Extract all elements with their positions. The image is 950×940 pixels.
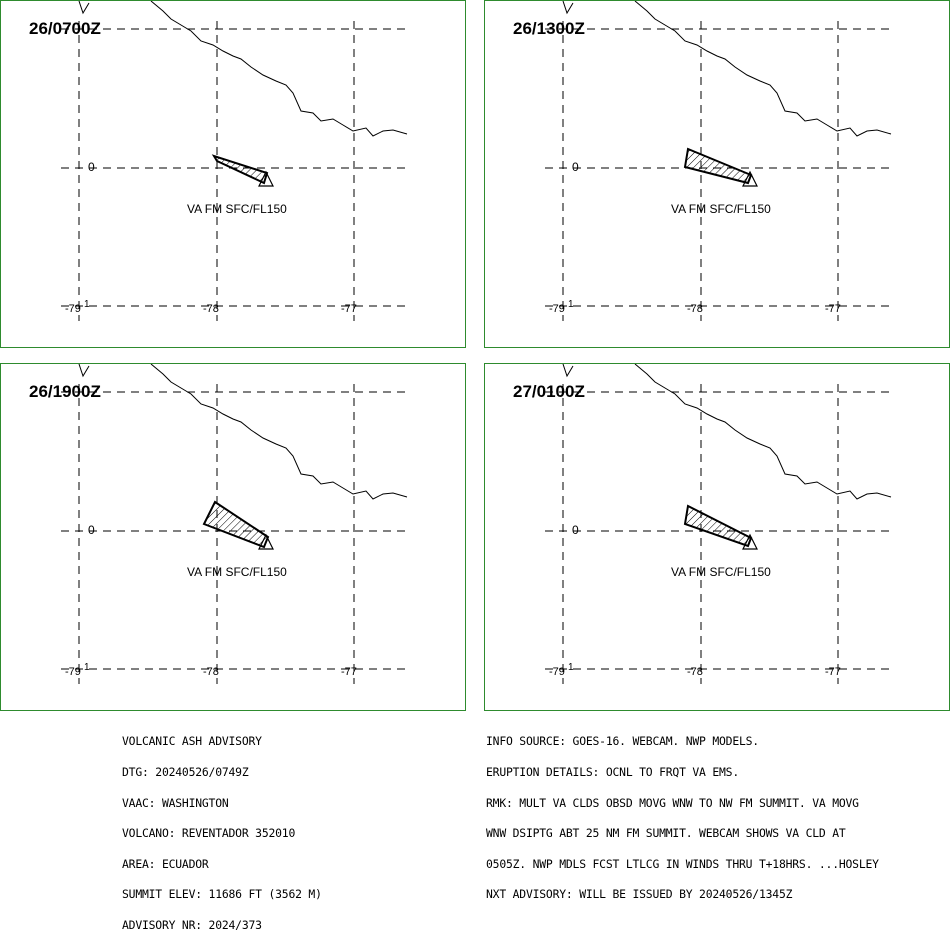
small-mark: 1 xyxy=(568,299,574,310)
va-label: VA FM SFC/FL150 xyxy=(187,202,287,216)
longitude-label: -78 xyxy=(203,303,219,315)
va-label: VA FM SFC/FL150 xyxy=(187,565,287,579)
advisory-line: DTG: 20240526/0749Z xyxy=(122,765,249,780)
advisory-right-text: INFO SOURCE: GOES-16. WEBCAM. NWP MODELS… xyxy=(486,716,879,910)
va-label: VA FM SFC/FL150 xyxy=(671,202,771,216)
map-graphic xyxy=(545,364,892,684)
advisory-line: VOLCANIC ASH ADVISORY xyxy=(122,734,262,749)
latitude-label: 0 xyxy=(572,160,579,174)
small-mark: 1 xyxy=(568,662,574,673)
latitude-label: 0 xyxy=(88,160,95,174)
advisory-line: RMK: MULT VA CLDS OBSD MOVG WNW TO NW FM… xyxy=(486,795,859,810)
latitude-label: 0 xyxy=(572,523,579,537)
map-panel-2: 26/1300Z 0 VA FM SFC/FL150 -79 1 -78 -77 xyxy=(484,0,950,348)
small-mark: 1 xyxy=(84,662,90,673)
advisory-left-text: VOLCANIC ASH ADVISORY DTG: 20240526/0749… xyxy=(122,716,322,940)
advisory-line: SUMMIT ELEV: 11686 FT (3562 M) xyxy=(122,887,322,902)
latitude-label: 0 xyxy=(88,523,95,537)
small-mark: 1 xyxy=(84,299,90,310)
longitude-label: -78 xyxy=(687,303,703,315)
map-graphic xyxy=(61,1,408,321)
longitude-label: -77 xyxy=(825,303,841,315)
va-label: VA FM SFC/FL150 xyxy=(671,565,771,579)
longitude-label: -78 xyxy=(687,666,703,678)
map-panel-3: 26/1900Z 0 VA FM SFC/FL150 -79 1 -78 -77 xyxy=(0,363,466,711)
advisory-line: ERUPTION DETAILS: OCNL TO FRQT VA EMS. xyxy=(486,765,739,780)
map-graphic xyxy=(61,364,408,684)
longitude-label: -79 xyxy=(549,666,565,678)
advisory-line: AREA: ECUADOR xyxy=(122,856,209,871)
advisory-line: 0505Z. NWP MDLS FCST LTLCG IN WINDS THRU… xyxy=(486,856,879,871)
longitude-label: -77 xyxy=(825,666,841,678)
forecast-time-label: 27/0100Z xyxy=(513,382,585,401)
longitude-label: -77 xyxy=(341,666,357,678)
advisory-line: WNW DSIPTG ABT 25 NM FM SUMMIT. WEBCAM S… xyxy=(486,826,846,841)
forecast-time-label: 26/0700Z xyxy=(29,19,101,38)
map-graphic xyxy=(545,1,892,321)
map-panel-1: 26/0700Z 0 VA FM SFC/FL150 -79 1 -78 -77 xyxy=(0,0,466,348)
longitude-label: -79 xyxy=(65,303,81,315)
advisory-line: VOLCANO: REVENTADOR 352010 xyxy=(122,826,296,841)
longitude-label: -79 xyxy=(549,303,565,315)
longitude-label: -78 xyxy=(203,666,219,678)
forecast-time-label: 26/1300Z xyxy=(513,19,585,38)
longitude-label: -79 xyxy=(65,666,81,678)
map-panel-4: 27/0100Z 0 VA FM SFC/FL150 -79 1 -78 -77 xyxy=(484,363,950,711)
longitude-label: -77 xyxy=(341,303,357,315)
advisory-line: INFO SOURCE: GOES-16. WEBCAM. NWP MODELS… xyxy=(486,734,759,749)
advisory-line: VAAC: WASHINGTON xyxy=(122,795,229,810)
advisory-line: ADVISORY NR: 2024/373 xyxy=(122,918,262,933)
advisory-line: NXT ADVISORY: WILL BE ISSUED BY 20240526… xyxy=(486,887,793,902)
forecast-time-label: 26/1900Z xyxy=(29,382,101,401)
